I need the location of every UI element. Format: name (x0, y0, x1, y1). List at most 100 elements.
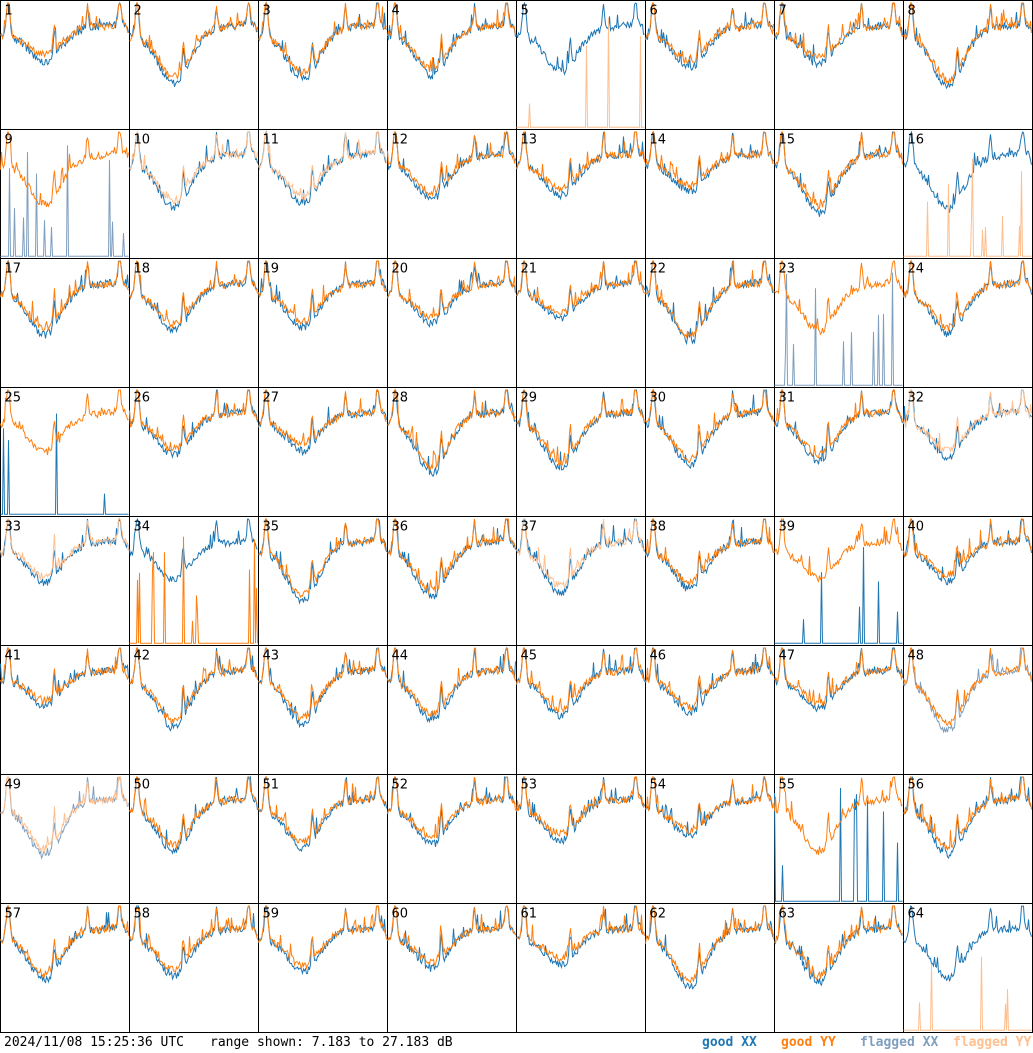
panel-59 (258, 903, 388, 1033)
series-yy-39 (774, 518, 903, 583)
panel-1 (0, 0, 130, 130)
panel-31 (774, 387, 904, 517)
legend-flagged-xx: flagged XX (860, 1035, 939, 1050)
panel-label-12: 12 (392, 133, 409, 148)
panel-26 (129, 387, 259, 517)
panel-label-13: 13 (521, 133, 538, 148)
series-yy-30 (645, 389, 774, 463)
panel-40 (903, 516, 1033, 646)
series-xx-38 (645, 518, 774, 592)
panel-22 (645, 258, 775, 388)
panel-64 (903, 903, 1033, 1033)
series-xx-54 (645, 775, 774, 839)
series-yy-40 (903, 517, 1032, 579)
panel-label-35: 35 (263, 520, 280, 535)
panel-29 (516, 387, 646, 517)
panel-label-57: 57 (5, 907, 22, 922)
legend-good-yy: good YY (781, 1035, 836, 1050)
panel-label-14: 14 (650, 133, 667, 148)
panel-45 (516, 645, 646, 775)
panel-label-11: 11 (263, 133, 280, 148)
panel-label-41: 41 (5, 649, 22, 664)
series-yy-59 (258, 905, 387, 970)
series-xx-64 (903, 905, 1032, 983)
panel-label-44: 44 (392, 649, 409, 664)
series-xx-25 (0, 413, 129, 515)
series-yy-11 (258, 131, 387, 201)
panel-7 (774, 0, 904, 130)
series-yy-46 (645, 647, 774, 712)
series-yy-63 (774, 904, 903, 981)
panel-label-47: 47 (779, 649, 796, 664)
series-yy-27 (258, 389, 387, 447)
series-yy-54 (645, 776, 774, 835)
panel-54 (645, 774, 775, 904)
series-yy-47 (774, 646, 903, 707)
panel-6 (645, 0, 775, 130)
panel-38 (645, 516, 775, 646)
series-yy-14 (645, 131, 774, 191)
panel-label-10: 10 (134, 133, 151, 148)
panel-label-32: 32 (908, 391, 925, 406)
series-yy-19 (258, 260, 387, 326)
panel-53 (516, 774, 646, 904)
panel-47 (774, 645, 904, 775)
panel-50 (129, 774, 259, 904)
series-xx-22 (645, 260, 774, 346)
panel-label-61: 61 (521, 907, 538, 922)
series-xx-33 (0, 517, 129, 586)
series-yy-64 (903, 956, 1032, 1031)
panel-12 (387, 129, 517, 259)
panel-label-58: 58 (134, 907, 151, 922)
panel-label-40: 40 (908, 520, 925, 535)
panel-2 (129, 0, 259, 130)
panel-34 (129, 516, 259, 646)
series-yy-17 (0, 260, 129, 331)
series-yy-53 (516, 776, 645, 837)
panel-label-21: 21 (521, 262, 538, 277)
series-yy-10 (129, 130, 258, 205)
series-yy-62 (645, 905, 774, 984)
panel-label-9: 9 (5, 133, 13, 148)
series-yy-42 (129, 647, 258, 725)
series-xx-23 (774, 272, 903, 386)
panel-label-19: 19 (263, 262, 280, 277)
series-yy-33 (0, 518, 129, 581)
series-yy-44 (387, 647, 516, 718)
panel-label-7: 7 (779, 4, 787, 19)
series-yy-1 (0, 1, 129, 59)
panel-label-63: 63 (779, 907, 796, 922)
panel-51 (258, 774, 388, 904)
panel-label-27: 27 (263, 391, 280, 406)
panel-label-46: 46 (650, 649, 667, 664)
panel-42 (129, 645, 259, 775)
series-yy-49 (0, 776, 129, 854)
series-xx-21 (516, 260, 645, 322)
series-yy-41 (0, 647, 129, 706)
panel-33 (0, 516, 130, 646)
series-yy-48 (903, 647, 1032, 727)
range-shown: range shown: 7.183 to 27.183 dB (210, 1035, 453, 1050)
panel-label-39: 39 (779, 520, 796, 535)
panel-62 (645, 903, 775, 1033)
panel-label-34: 34 (134, 520, 151, 535)
series-yy-61 (516, 905, 645, 963)
series-yy-9 (0, 131, 129, 208)
panel-37 (516, 516, 646, 646)
panel-39 (774, 516, 904, 646)
panel-label-37: 37 (521, 520, 538, 535)
panel-28 (387, 387, 517, 517)
series-yy-4 (387, 2, 516, 73)
panel-label-53: 53 (521, 778, 538, 793)
series-yy-15 (774, 131, 903, 210)
panel-label-1: 1 (5, 4, 13, 19)
panel-63 (774, 903, 904, 1033)
panel-label-23: 23 (779, 262, 796, 277)
panel-35 (258, 516, 388, 646)
panel-label-24: 24 (908, 262, 925, 277)
panel-44 (387, 645, 517, 775)
series-yy-50 (129, 776, 258, 849)
panel-49 (0, 774, 130, 904)
series-xx-36 (387, 518, 516, 600)
series-xx-62 (645, 905, 774, 990)
